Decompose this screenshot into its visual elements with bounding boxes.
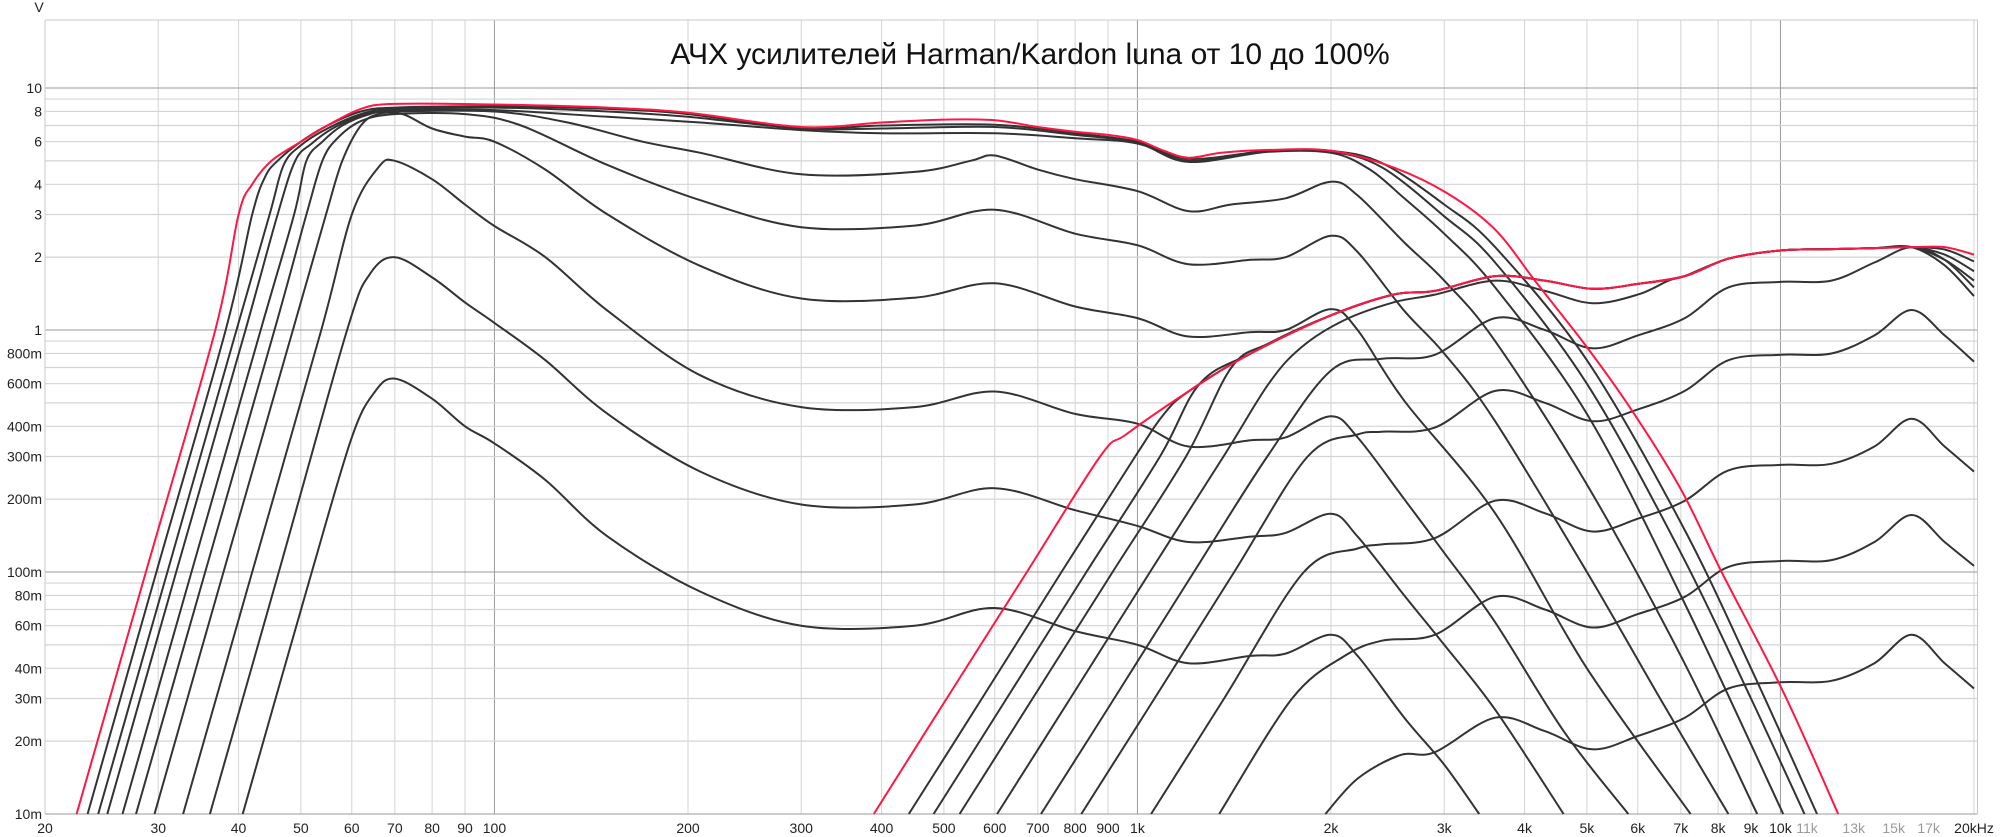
highlighted-response-curve [872, 245, 1975, 815]
response-curve [182, 158, 1630, 815]
response-curve [135, 111, 1730, 815]
y-tick-label: 60m [15, 618, 42, 634]
y-tick-label: 300m [7, 449, 42, 465]
response-curve [1080, 309, 1975, 815]
y-axis-ticks: 10 8 6 4 3 2 1 800m 600m 400m 300m 200m 100m 80m 60m 40… [7, 80, 42, 822]
x-axis-ticks: 20 30 40 50 60 70 80 90 100 200 300 400 500 600 700 800… [37, 820, 1994, 836]
y-tick-label: 8 [34, 103, 42, 119]
x-tick-label: 20kHz [1954, 820, 1994, 836]
y-tick-label: 40m [15, 660, 42, 676]
x-tick-label: 400 [870, 820, 894, 836]
x-tick-label: 11k [1796, 820, 1819, 836]
y-tick-label: 4 [34, 176, 42, 192]
y-tick-label: 10m [15, 806, 42, 822]
response-curve [907, 246, 1975, 815]
response-curve [97, 106, 1806, 815]
series-group [75, 102, 1975, 815]
response-curve [106, 108, 1785, 815]
x-tick-label: 13k [1842, 820, 1866, 836]
response-curve [1040, 246, 1975, 815]
chart-title: АЧХ усилителей Harman/Kardon luna от 10 … [670, 38, 1389, 71]
x-tick-label: 700 [1026, 820, 1050, 836]
response-curve [932, 245, 1975, 815]
x-tick-label: 5k [1579, 820, 1595, 836]
x-tick-label: 40 [231, 820, 247, 836]
x-tick-label: 70 [387, 820, 403, 836]
response-curve [1324, 633, 1975, 815]
x-tick-label: 800 [1063, 820, 1087, 836]
response-curve [86, 105, 1818, 815]
y-tick-label: 2 [34, 249, 42, 265]
highlighted-response-curve [75, 102, 1840, 815]
x-tick-label: 1k [1130, 820, 1146, 836]
x-tick-label: 60 [344, 820, 360, 836]
response-curve [996, 245, 1975, 815]
x-tick-label: 2k [1324, 820, 1340, 836]
x-tick-label: 30 [150, 820, 166, 836]
x-tick-label: 4k [1517, 820, 1533, 836]
response-curve [208, 256, 1565, 815]
y-tick-label: 800m [7, 345, 42, 361]
y-tick-label: 80m [15, 587, 42, 603]
response-curve [1218, 514, 1975, 815]
y-tick-label: 30m [15, 691, 42, 707]
y-tick-label: 600m [7, 376, 42, 392]
x-tick-label: 90 [457, 820, 473, 836]
x-tick-label: 6k [1630, 820, 1646, 836]
response-curve [958, 245, 1975, 815]
x-tick-label: 7k [1673, 820, 1689, 836]
y-tick-label: 400m [7, 418, 42, 434]
x-tick-label: 17k [1917, 820, 1941, 836]
y-tick-label: 100m [7, 564, 42, 580]
x-tick-label: 80 [424, 820, 440, 836]
x-tick-label: 3k [1437, 820, 1453, 836]
x-tick-label: 10k [1769, 820, 1793, 836]
y-tick-label: 3 [34, 207, 42, 223]
y-axis-unit-label: V [34, 0, 44, 15]
y-tick-label: 200m [7, 491, 42, 507]
response-curve [1150, 417, 1975, 815]
response-curve [121, 109, 1759, 815]
y-tick-label: 10 [26, 80, 42, 96]
x-tick-label: 600 [983, 820, 1007, 836]
y-tick-label: 6 [34, 134, 42, 150]
x-tick-label: 9k [1744, 820, 1760, 836]
x-tick-label: 20 [37, 820, 53, 836]
x-tick-label: 200 [676, 820, 700, 836]
x-tick-label: 300 [790, 820, 814, 836]
response-curve [241, 377, 1481, 815]
x-tick-label: 50 [293, 820, 309, 836]
response-curve [153, 111, 1692, 815]
x-tick-label: 15k [1882, 820, 1906, 836]
x-tick-label: 8k [1711, 820, 1727, 836]
x-tick-label: 900 [1096, 820, 1120, 836]
y-tick-label: 1 [34, 322, 42, 338]
x-tick-label: 100 [483, 820, 507, 836]
y-tick-label: 20m [15, 733, 42, 749]
x-tick-label: 500 [932, 820, 956, 836]
grid [44, 19, 1978, 815]
